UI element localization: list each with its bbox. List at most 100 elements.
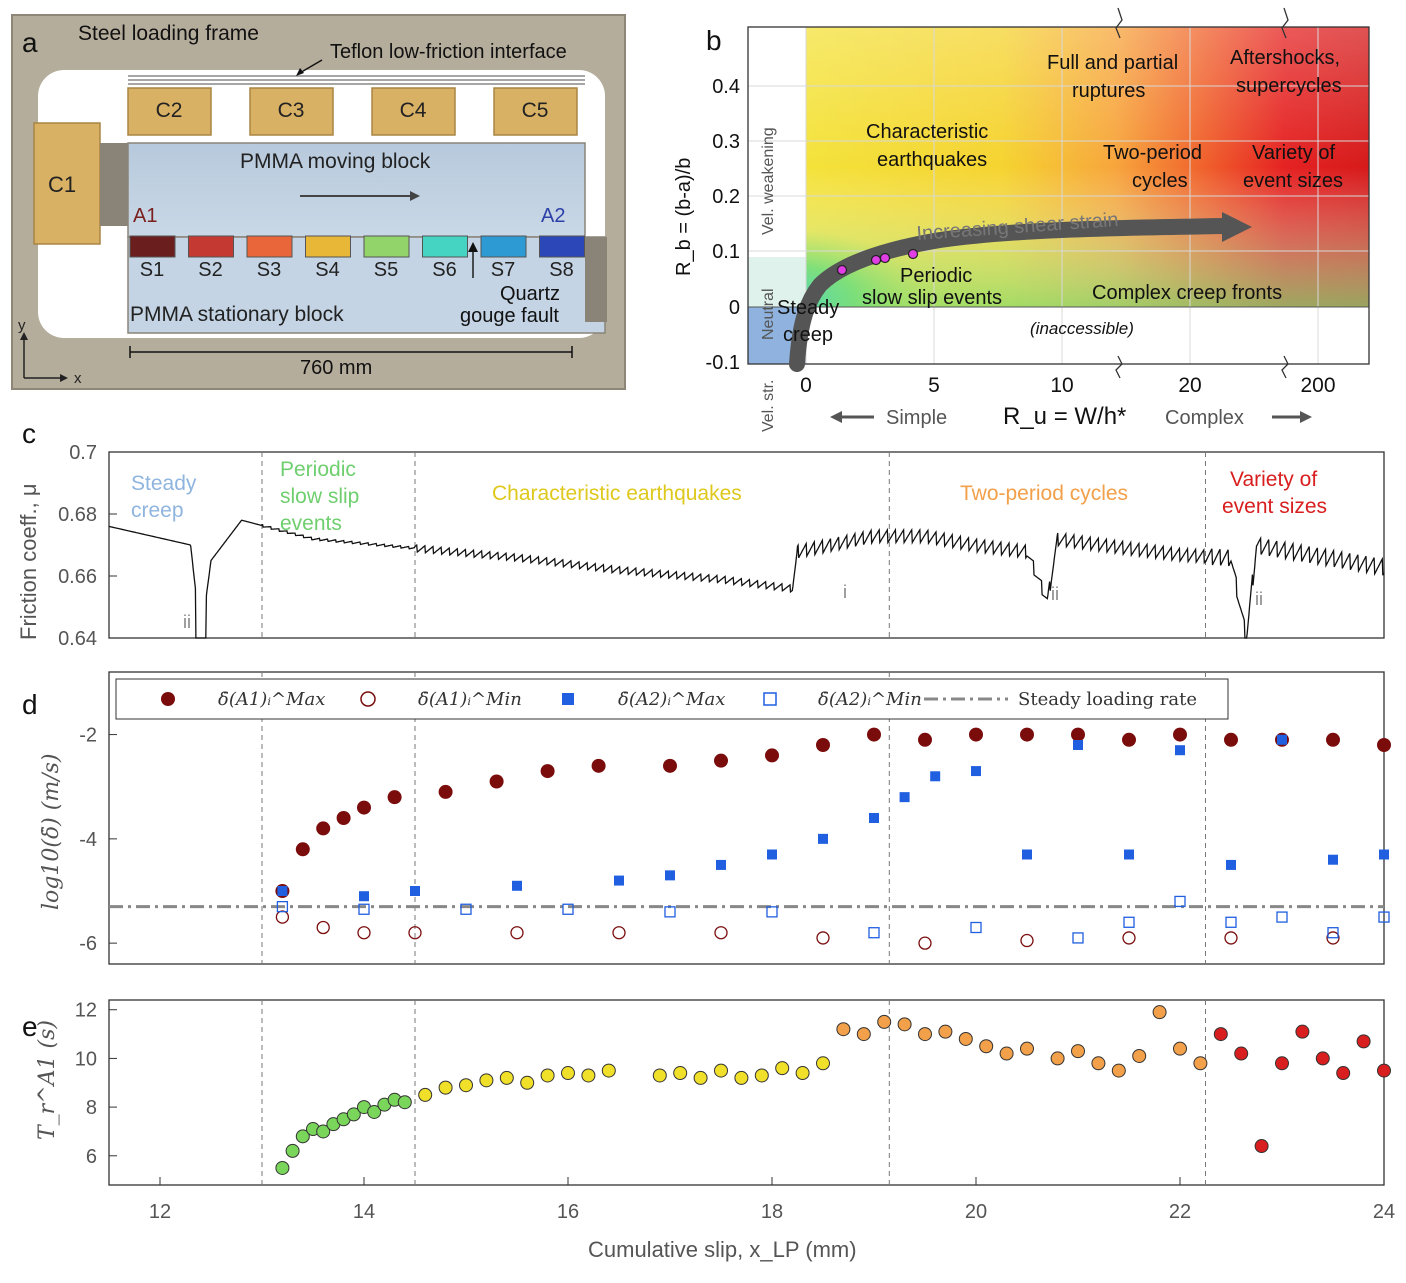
sensor-block	[422, 235, 468, 258]
panel-e-yticks: 12 10 8 6	[75, 1000, 117, 1168]
panel-e-ytick: 8	[86, 1097, 97, 1119]
a2-max-point	[1022, 849, 1032, 860]
cylinder-label: C2	[156, 99, 183, 122]
panel-b-xticks: 0 5 10 20 200	[800, 374, 1335, 397]
recurrence-point	[897, 1017, 912, 1032]
legend-a1max-marker	[161, 692, 175, 706]
recurrence-point	[1020, 1041, 1034, 1056]
a1-min-point	[816, 931, 830, 945]
regime-label-steady-2: creep	[131, 499, 184, 522]
shared-xtick: 24	[1373, 1201, 1395, 1223]
a1-min-point	[1122, 931, 1136, 945]
panel-e-ylabel: T_r^A1 (s)	[35, 1020, 60, 1140]
regime-label-variety-1: Variety of	[1230, 468, 1317, 491]
sensor-block	[305, 235, 351, 258]
a2-max-point	[665, 870, 675, 881]
recurrence-point	[295, 1129, 310, 1144]
a1-max-point	[867, 727, 881, 742]
full-partial-label-2: ruptures	[1072, 80, 1145, 102]
panel-e-boundaries	[261, 1000, 1206, 1185]
a2-max-point	[716, 859, 726, 870]
panel-c-boundaries	[261, 452, 1206, 638]
panel-a: C2 C3 C4 C5 C1 S1 S2 S3 S4 S5 S6 S7 S8 Steel loadi…	[11, 14, 626, 390]
inaccessible-label: (inaccessible)	[1030, 319, 1134, 338]
a1-label: A1	[133, 205, 157, 227]
panel-c-yticks: 0.7 0.68 0.66 0.64	[58, 442, 117, 650]
a1-max-point	[1071, 727, 1085, 742]
a2-min-point	[1174, 895, 1186, 908]
a2-min-point	[562, 903, 574, 915]
a2-max-point	[1328, 854, 1338, 865]
moving-block-label: PMMA moving block	[240, 150, 431, 173]
panel-c-ytick: 0.7	[69, 442, 97, 464]
recurrence-point	[1152, 1005, 1167, 1020]
a1-min-point	[612, 926, 626, 940]
panel-d-ytick: -2	[79, 725, 97, 747]
panel-b: 0.4 0.3 0.2 0.1 0 -0.1 0 5 10 20 200 R_b = (b-a)/…	[673, 7, 1370, 432]
a2-max-point	[359, 891, 369, 902]
axis-y-label: y	[18, 317, 26, 334]
vel-str-label: Vel. str.	[760, 380, 777, 432]
a2-min-point	[1327, 927, 1339, 939]
a2-max-point	[971, 766, 981, 777]
a1-max-point	[387, 790, 402, 805]
velocity-points	[275, 727, 1391, 950]
panel-b-ytick: 0	[729, 297, 740, 319]
data-point-b	[870, 254, 882, 266]
cylinder-top	[371, 87, 456, 136]
panel-d: -2 -4 -6 δ̇(A1)ᵢ^Max δ̇(A1)ᵢ^Min δ̇(A2)ᵢ^M…	[22, 671, 1391, 965]
sensor-label: S8	[549, 259, 573, 281]
panel-c-ylabel: Friction coeff., μ	[16, 483, 41, 640]
a1-max-point	[1377, 738, 1391, 752]
recurrence-point	[816, 1056, 830, 1071]
complex-creep-label: Complex creep fronts	[1092, 282, 1282, 304]
recurrence-point	[581, 1068, 596, 1083]
marker-ii: ii	[1051, 584, 1059, 604]
sensor-block	[539, 235, 585, 258]
a1-max-point	[969, 727, 983, 742]
two-period-label-2: cycles	[1132, 170, 1188, 192]
cylinder-label: C4	[400, 99, 427, 122]
a1-max-point	[1122, 732, 1136, 747]
a2-min-point	[1378, 911, 1390, 923]
panel-b-xtick: 200	[1300, 374, 1335, 397]
recurrence-point	[1050, 1051, 1065, 1066]
marker-i: i	[843, 582, 847, 602]
recurrence-point	[1132, 1048, 1147, 1063]
sensor-block	[188, 235, 234, 258]
a2-max-point	[1073, 740, 1083, 750]
recurrence-point	[346, 1107, 361, 1122]
recurrence-point	[438, 1080, 453, 1095]
simple-arrow-head	[830, 411, 842, 423]
friction-trace	[108, 519, 1385, 639]
a1-max-point	[816, 738, 830, 752]
gridlines-b	[748, 27, 1369, 364]
panel-letter-b: b	[706, 25, 722, 56]
recurrence-point	[877, 1014, 892, 1029]
panel-b-frame	[747, 26, 1370, 365]
cylinder-label: C5	[522, 99, 549, 122]
a2-min-point	[970, 921, 982, 934]
shared-xlabel: Cumulative slip, x_LP (mm)	[588, 1237, 857, 1262]
recurrence-point	[1356, 1034, 1371, 1049]
a2-max-point	[767, 849, 777, 860]
neutral-label: Neutral	[760, 288, 777, 340]
panel-b-xlabel: R_u = W/h*	[1003, 403, 1126, 430]
recurrence-point	[520, 1075, 535, 1090]
recurrence-point	[693, 1070, 708, 1085]
frame-label: Steel loading frame	[78, 22, 259, 45]
a1-max-point	[316, 821, 331, 836]
regime-label-periodic-3: events	[280, 512, 342, 535]
shared-xtick: 22	[1169, 1201, 1191, 1223]
recurrence-point	[836, 1022, 851, 1037]
recurrence-point	[754, 1068, 769, 1083]
recurrence-point	[734, 1070, 749, 1085]
panel-d-ytick: -6	[79, 933, 97, 955]
gouge-label-2: gouge fault	[460, 305, 559, 327]
a2-max-point	[930, 771, 941, 782]
regime-label-periodic-1: Periodic	[280, 458, 356, 481]
shared-xticks: 12 14 16 18 20 22 24	[149, 1177, 1395, 1223]
a1-min-point	[357, 926, 371, 940]
a1-min-point	[1224, 931, 1238, 945]
panel-c-ytick: 0.68	[58, 504, 97, 526]
